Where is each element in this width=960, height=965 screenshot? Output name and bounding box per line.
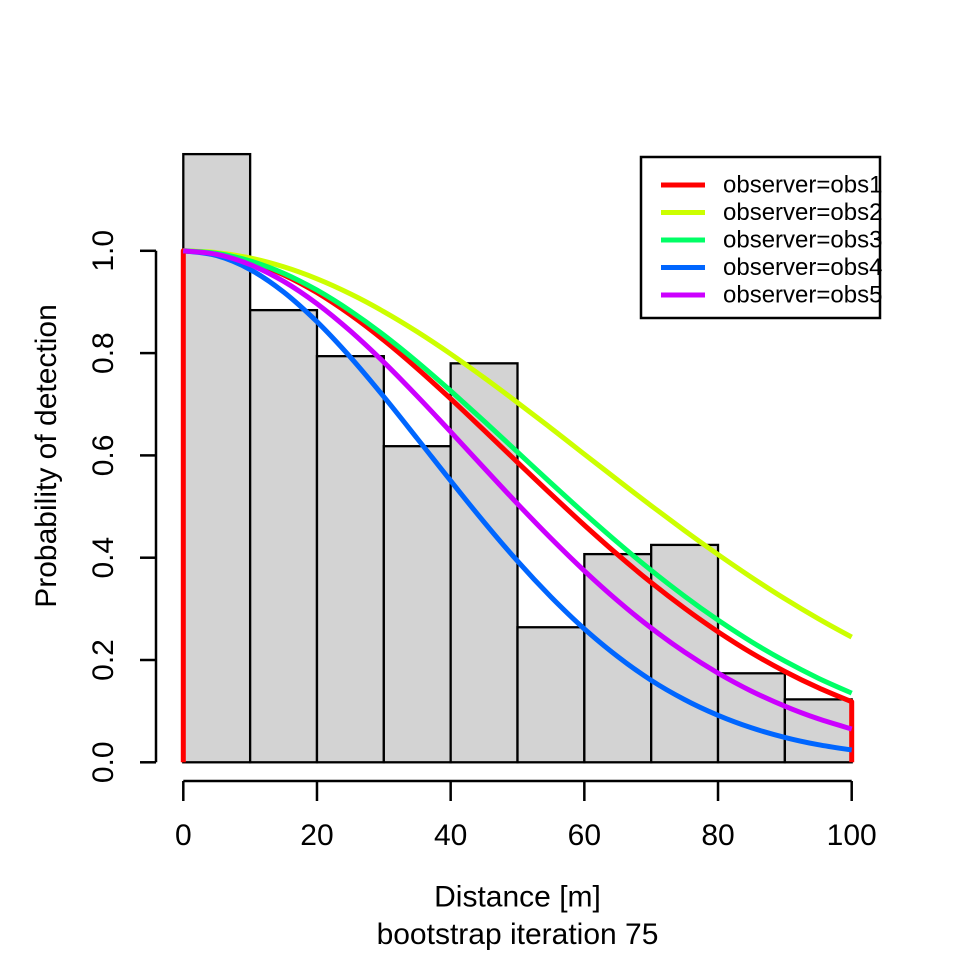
y-tick-label: 0.0 [87, 741, 120, 783]
y-tick-label: 0.6 [87, 435, 120, 477]
histogram-bar [315, 355, 385, 764]
x-tick-label: 60 [568, 819, 601, 852]
x-tick-label: 0 [175, 819, 192, 852]
histogram-bar [382, 445, 452, 764]
x-tick-label: 40 [434, 819, 467, 852]
legend-item-label: observer=obs3 [723, 227, 882, 254]
axes: 0.0 0.2 0.4 0.6 0.8 1.0 0 20 40 60 80 100 [87, 230, 877, 852]
detection-curves [180, 248, 855, 763]
legend-item-label: observer=obs4 [723, 254, 882, 281]
legend-item-label: observer=obs5 [723, 282, 882, 309]
detection-curve-obs4 [182, 248, 853, 753]
x-tick-label: 80 [701, 819, 734, 852]
y-tick-label: 1.0 [87, 230, 120, 272]
y-tick-label: 0.2 [87, 639, 120, 681]
detection-curve-obs5 [183, 248, 853, 732]
y-tick-label: 0.8 [87, 332, 120, 374]
x-axis-title: Distance [m] [434, 881, 601, 914]
histogram-bar [182, 152, 252, 764]
x-axis-subtitle: bootstrap iteration 75 [377, 918, 659, 951]
legend-item-label: observer=obs2 [723, 199, 882, 226]
histogram-bar [516, 626, 586, 764]
detection-curve-obs3 [183, 248, 853, 696]
histogram-bar [449, 362, 519, 764]
legend-item-label: observer=obs1 [723, 172, 882, 199]
x-tick-label: 20 [300, 819, 333, 852]
legend: observer=obs1observer=obs2observer=obs3o… [639, 155, 882, 320]
histogram-bar [248, 308, 319, 764]
y-axis-title: Probability of detection [30, 304, 63, 608]
y-tick-label: 0.4 [87, 537, 120, 579]
detection-curve-obs2 [183, 248, 853, 640]
x-tick-label: 100 [827, 819, 877, 852]
